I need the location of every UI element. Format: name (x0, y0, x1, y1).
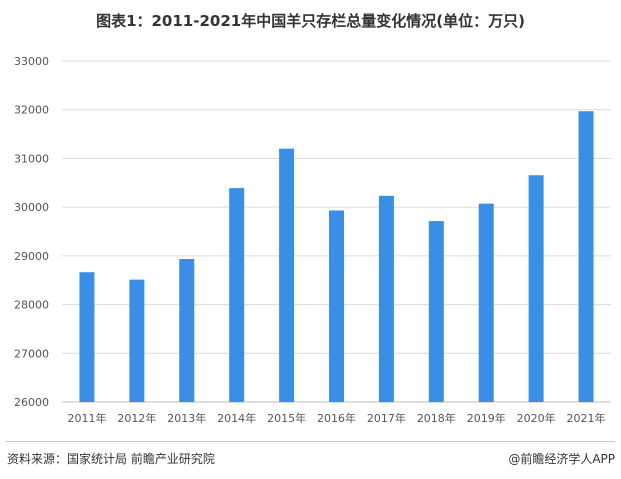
bar (428, 221, 444, 402)
x-tick-label: 2019年 (467, 411, 506, 425)
x-tick-label: 2021年 (567, 411, 606, 425)
bars (79, 111, 594, 402)
bar (129, 279, 145, 402)
bar (229, 188, 245, 402)
x-tick-label: 2011年 (67, 411, 106, 425)
y-tick-label: 29000 (14, 250, 49, 263)
chart-title: 图表1：2011-2021年中国羊只存栏总量变化情况(单位：万只) (96, 12, 525, 30)
x-axis-ticks: 2011年 2012年 2013年 2014年 2015年 2016年 2017年 2018年… (67, 411, 605, 425)
source-note: 资料来源：国家统计局 前瞻产业研究院 (7, 452, 215, 466)
x-tick-label: 2012年 (117, 411, 156, 425)
x-tick-label: 2018年 (417, 411, 456, 425)
bar (179, 259, 195, 402)
x-tick-label: 2014年 (217, 411, 256, 425)
footer-divider (6, 441, 615, 442)
bar (79, 272, 95, 402)
x-tick-label: 2017年 (367, 411, 406, 425)
brand-credit: @前瞻经济学人APP (508, 452, 615, 466)
x-tick-label: 2015年 (267, 411, 306, 425)
y-tick-label: 32000 (14, 104, 49, 117)
y-axis-ticks: 26000 27000 28000 29000 30000 31000 32000 33000 (14, 55, 49, 409)
y-tick-label: 30000 (14, 201, 49, 214)
bar (279, 148, 295, 402)
bar-chart: 26000 27000 28000 29000 30000 31000 32000 33000… (14, 55, 611, 425)
bar (578, 111, 594, 402)
bar (528, 175, 544, 402)
y-tick-label: 28000 (14, 299, 49, 312)
y-tick-label: 33000 (14, 55, 49, 68)
x-tick-label: 2020年 (517, 411, 556, 425)
x-tick-label: 2013年 (167, 411, 206, 425)
bar (478, 203, 494, 402)
bar (329, 210, 344, 402)
bar (378, 195, 394, 402)
x-tick-label: 2016年 (317, 411, 356, 425)
y-tick-label: 26000 (14, 396, 49, 409)
y-tick-label: 27000 (14, 347, 49, 360)
y-tick-label: 31000 (14, 152, 49, 165)
